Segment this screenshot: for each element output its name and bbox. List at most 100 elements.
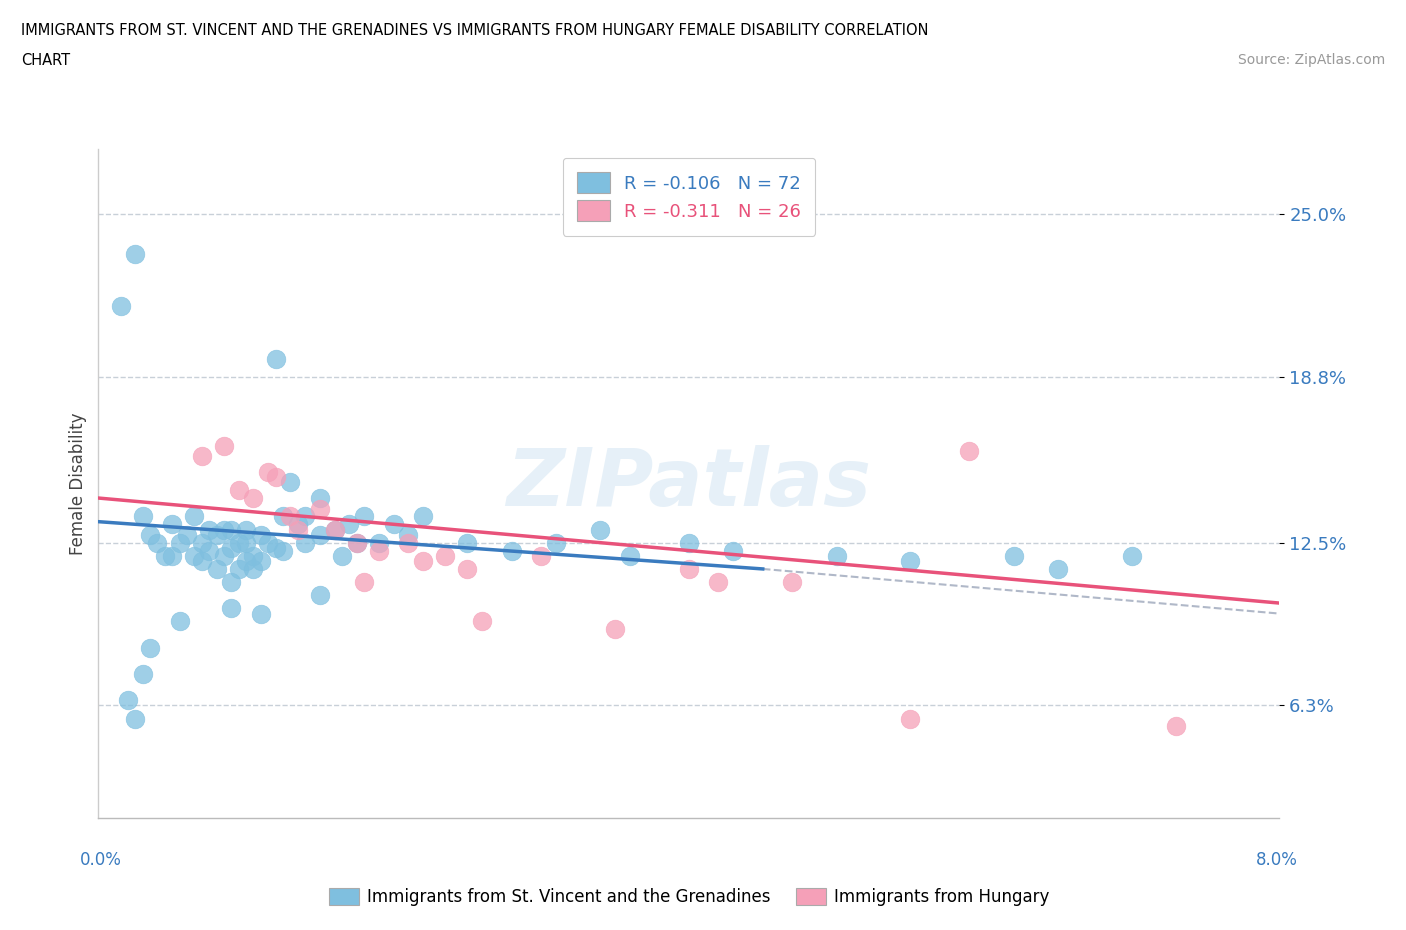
Point: [339, 517, 361, 532]
Point: [228, 536, 250, 551]
Point: [294, 509, 316, 524]
Point: [782, 575, 804, 590]
Text: Source: ZipAtlas.com: Source: ZipAtlas.com: [1237, 53, 1385, 67]
Point: [707, 575, 730, 590]
Point: [228, 562, 250, 577]
Point: [723, 543, 745, 558]
Point: [250, 606, 273, 621]
Point: [330, 549, 353, 564]
Point: [212, 522, 235, 537]
Point: [368, 536, 391, 551]
Point: [287, 522, 309, 537]
Text: IMMIGRANTS FROM ST. VINCENT AND THE GRENADINES VS IMMIGRANTS FROM HUNGARY FEMALE: IMMIGRANTS FROM ST. VINCENT AND THE GREN…: [21, 23, 928, 38]
Point: [198, 543, 221, 558]
Point: [280, 509, 302, 524]
Point: [1121, 549, 1143, 564]
Point: [205, 527, 228, 542]
Point: [309, 491, 332, 506]
Point: [242, 549, 264, 564]
Point: [257, 536, 280, 551]
Point: [212, 549, 235, 564]
Point: [153, 549, 176, 564]
Point: [257, 464, 280, 479]
Point: [457, 536, 479, 551]
Point: [176, 527, 198, 542]
Point: [412, 553, 434, 568]
Point: [323, 522, 346, 537]
Point: [124, 711, 146, 726]
Point: [678, 536, 700, 551]
Point: [250, 527, 273, 542]
Point: [198, 522, 221, 537]
Point: [368, 543, 391, 558]
Point: [264, 540, 287, 555]
Point: [398, 527, 420, 542]
Point: [162, 517, 183, 532]
Point: [900, 553, 922, 568]
Point: [235, 536, 257, 551]
Point: [221, 522, 243, 537]
Point: [183, 549, 205, 564]
Point: [398, 536, 420, 551]
Point: [212, 438, 235, 453]
Point: [242, 562, 264, 577]
Point: [191, 553, 214, 568]
Point: [589, 522, 612, 537]
Point: [132, 667, 155, 682]
Point: [309, 501, 332, 516]
Point: [353, 509, 375, 524]
Point: [139, 527, 162, 542]
Point: [191, 536, 214, 551]
Point: [235, 522, 257, 537]
Point: [250, 553, 273, 568]
Point: [1046, 562, 1070, 577]
Point: [132, 509, 155, 524]
Point: [110, 299, 132, 313]
Point: [280, 475, 302, 490]
Point: [264, 470, 287, 485]
Point: [146, 536, 169, 551]
Point: [124, 246, 146, 261]
Point: [228, 483, 250, 498]
Point: [183, 509, 205, 524]
Text: CHART: CHART: [21, 53, 70, 68]
Point: [191, 448, 214, 463]
Point: [271, 543, 294, 558]
Point: [271, 509, 294, 524]
Point: [169, 614, 191, 629]
Point: [501, 543, 523, 558]
Point: [205, 562, 228, 577]
Legend: Immigrants from St. Vincent and the Grenadines, Immigrants from Hungary: Immigrants from St. Vincent and the Gren…: [322, 881, 1056, 912]
Legend: R = -0.106   N = 72, R = -0.311   N = 26: R = -0.106 N = 72, R = -0.311 N = 26: [562, 158, 815, 235]
Point: [382, 517, 405, 532]
Point: [162, 549, 183, 564]
Text: 0.0%: 0.0%: [80, 851, 122, 870]
Point: [169, 536, 191, 551]
Point: [309, 527, 332, 542]
Point: [471, 614, 494, 629]
Point: [434, 549, 457, 564]
Point: [139, 640, 162, 655]
Point: [221, 575, 243, 590]
Point: [959, 444, 981, 458]
Point: [264, 352, 287, 366]
Point: [346, 536, 368, 551]
Point: [530, 549, 553, 564]
Text: 8.0%: 8.0%: [1256, 851, 1298, 870]
Point: [117, 693, 139, 708]
Point: [353, 575, 375, 590]
Point: [457, 562, 479, 577]
Point: [221, 601, 243, 616]
Point: [678, 562, 700, 577]
Point: [346, 536, 368, 551]
Point: [412, 509, 434, 524]
Point: [546, 536, 568, 551]
Point: [1166, 719, 1188, 734]
Point: [825, 549, 848, 564]
Text: ZIPatlas: ZIPatlas: [506, 445, 872, 523]
Point: [900, 711, 922, 726]
Point: [221, 540, 243, 555]
Point: [309, 588, 332, 603]
Point: [242, 491, 264, 506]
Point: [1002, 549, 1025, 564]
